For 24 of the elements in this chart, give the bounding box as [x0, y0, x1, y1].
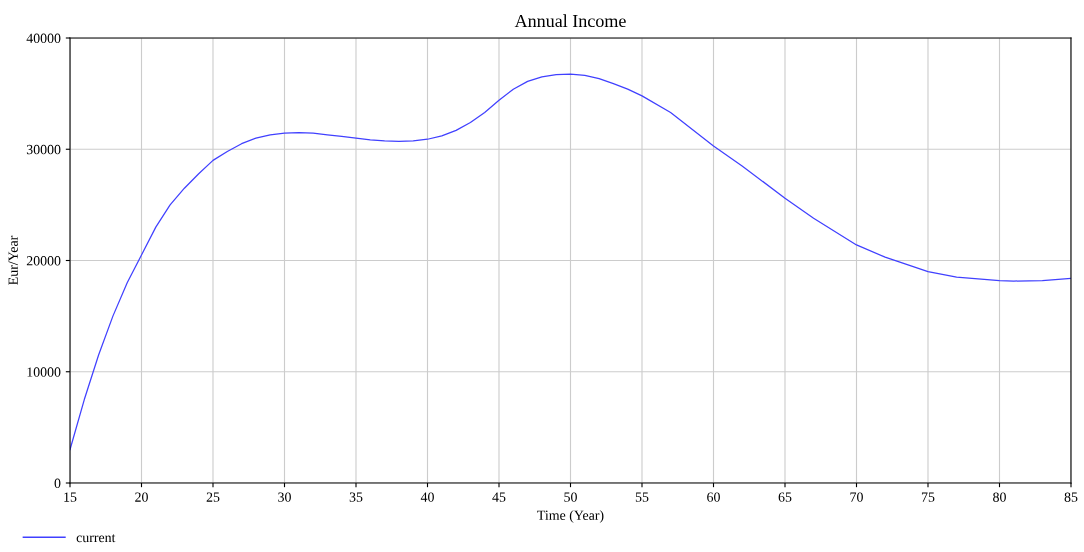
legend-label: current	[76, 534, 116, 543]
x-tick-label: 20	[135, 492, 148, 502]
x-tick-label: 15	[64, 492, 77, 502]
x-tick-label: 85	[1064, 492, 1078, 502]
x-tick-label: 45	[492, 492, 506, 502]
y-tick-label: 40000	[26, 33, 61, 43]
y-axis-title: Eur/Year	[8, 235, 18, 285]
x-tick-label: 55	[635, 492, 649, 502]
y-tick-label: 0	[54, 478, 61, 488]
x-tick-label: 25	[206, 492, 220, 502]
chart-title: Annual Income	[514, 14, 626, 28]
x-tick-label: 80	[993, 492, 1006, 502]
y-tick-label: 10000	[27, 367, 61, 377]
x-tick-label: 35	[349, 492, 363, 502]
y-tick-label: 20000	[26, 256, 61, 266]
x-axis-title: Time (Year)	[537, 510, 604, 523]
x-tick-label: 50	[564, 492, 577, 502]
x-tick-label: 60	[707, 492, 720, 502]
x-tick-label: 30	[278, 492, 291, 502]
x-tick-label: 40	[420, 492, 434, 502]
y-tick-label: 30000	[26, 144, 61, 155]
x-tick-label: 65	[778, 492, 792, 502]
x-tick-label: 75	[921, 492, 935, 502]
x-tick-label: 70	[850, 492, 863, 502]
